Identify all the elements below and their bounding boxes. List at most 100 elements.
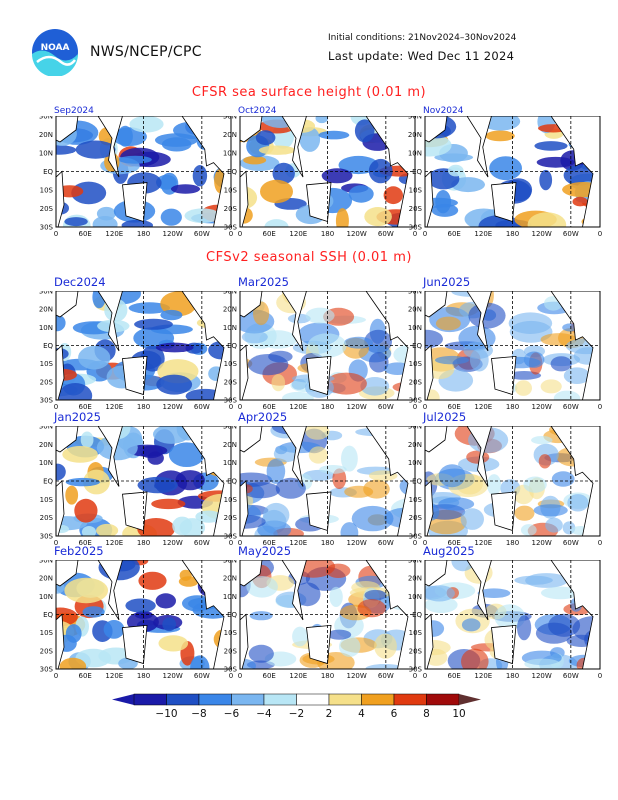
lat-tick-label: 20S xyxy=(224,647,238,655)
lon-tick-label: 60E xyxy=(262,672,275,680)
ssh-anomaly-blob xyxy=(520,524,537,536)
lat-tick-label: 20S xyxy=(40,647,54,655)
land-mass xyxy=(97,426,123,487)
colorbar-label: 6 xyxy=(391,708,398,720)
lon-tick-label: 120W xyxy=(163,403,183,411)
land-mass xyxy=(550,116,600,227)
ssh-anomaly-blob xyxy=(241,330,268,344)
colorbar-label: 8 xyxy=(423,708,430,720)
lon-tick-label: 60E xyxy=(447,539,460,547)
ssh-anomaly-blob xyxy=(178,576,199,587)
ssh-anomaly-blob xyxy=(325,372,367,395)
ssh-anomaly-blob xyxy=(368,158,393,184)
ssh-anomaly-blob xyxy=(341,445,358,472)
lat-tick-label: 10S xyxy=(224,360,238,368)
ssh-anomaly-blob xyxy=(553,390,581,400)
ssh-anomaly-blob xyxy=(78,345,111,370)
land-mass xyxy=(181,116,231,227)
ssh-anomaly-blob xyxy=(425,585,455,602)
lon-tick-label: 0 xyxy=(54,403,58,411)
ssh-anomaly-blob xyxy=(321,168,353,184)
ssh-anomaly-blob xyxy=(160,309,183,321)
land-mass xyxy=(281,116,307,178)
lat-tick-label: 30S xyxy=(409,533,423,541)
ssh-anomaly-blob xyxy=(103,620,125,639)
ssh-anomaly-blob xyxy=(489,156,522,181)
ssh-anomaly-blob xyxy=(259,330,297,349)
lat-tick-label: 20S xyxy=(409,205,423,213)
lon-tick-label: 120E xyxy=(105,539,123,547)
lat-tick-label: 10N xyxy=(223,150,237,158)
colorbar-label: −2 xyxy=(289,708,304,720)
lon-tick-label: 0 xyxy=(598,230,602,238)
ssh-anomaly-blob xyxy=(92,216,118,227)
ssh-anomaly-blob xyxy=(308,446,328,464)
land-mass xyxy=(365,116,415,227)
land-mass xyxy=(425,560,448,587)
lat-tick-label: 10N xyxy=(223,593,237,601)
lon-tick-label: 120E xyxy=(105,230,123,238)
lat-tick-label: 20N xyxy=(39,441,53,449)
lat-tick-label: 20N xyxy=(39,306,53,314)
land-mass xyxy=(281,426,307,487)
map-frame xyxy=(239,291,416,401)
lat-tick-label: 10S xyxy=(224,187,238,195)
lat-tick-label: EQ xyxy=(412,168,422,176)
land-mass xyxy=(306,624,332,665)
ssh-anomaly-blob xyxy=(315,116,329,124)
lat-tick-label: 20N xyxy=(223,131,237,139)
land-mass xyxy=(365,560,415,669)
lon-tick-label: 60W xyxy=(378,539,394,547)
ssh-anomaly-blob xyxy=(272,162,295,184)
ssh-anomaly-blob xyxy=(282,391,314,400)
lat-tick-label: 20S xyxy=(224,205,238,213)
land-mass xyxy=(425,480,434,536)
lat-tick-label: 20S xyxy=(224,378,238,386)
land-mass xyxy=(491,624,517,665)
map-frame xyxy=(424,291,601,401)
lat-tick-label: EQ xyxy=(227,168,237,176)
lon-tick-label: 120E xyxy=(105,672,123,680)
lat-tick-label: 20N xyxy=(223,575,237,583)
lon-tick-label: 60W xyxy=(194,672,210,680)
ssh-anomaly-blob xyxy=(58,383,93,400)
lon-tick-label: 180 xyxy=(506,403,519,411)
ssh-anomaly-blob xyxy=(348,185,374,203)
ssh-anomaly-blob xyxy=(71,181,107,205)
lat-tick-label: 10S xyxy=(224,629,238,637)
ssh-anomaly-blob xyxy=(287,313,311,324)
lat-tick-label: 10N xyxy=(39,324,53,332)
ssh-anomaly-blob xyxy=(292,626,308,647)
ssh-anomaly-blob xyxy=(294,582,321,607)
ssh-anomaly-blob xyxy=(533,504,568,517)
ssh-anomaly-blob xyxy=(255,130,276,146)
lat-tick-label: 20S xyxy=(409,514,423,522)
lon-tick-label: 120E xyxy=(474,403,492,411)
lon-tick-label: 60E xyxy=(78,672,91,680)
ssh-anomaly-blob xyxy=(343,336,374,349)
lon-tick-label: 120W xyxy=(163,539,183,547)
ssh-anomaly-blob xyxy=(563,367,591,384)
lat-tick-label: 30S xyxy=(40,666,54,674)
lat-tick-label: EQ xyxy=(227,611,237,619)
colorbar-label: −4 xyxy=(256,708,272,720)
land-mass xyxy=(365,426,415,536)
ssh-anomaly-blob xyxy=(523,476,547,493)
ssh-anomaly-blob xyxy=(258,145,296,155)
lat-tick-label: 30S xyxy=(409,666,423,674)
ssh-anomaly-blob xyxy=(335,208,349,227)
land-mass xyxy=(97,560,123,621)
lon-tick-label: 120E xyxy=(474,230,492,238)
lon-tick-label: 180 xyxy=(321,672,334,680)
map-frame xyxy=(239,426,416,537)
land-mass xyxy=(181,291,231,400)
map-frame xyxy=(55,291,232,401)
lat-tick-label: 30N xyxy=(408,116,422,121)
ssh-anomaly-blob xyxy=(477,588,511,598)
ssh-anomaly-blob xyxy=(351,505,394,532)
